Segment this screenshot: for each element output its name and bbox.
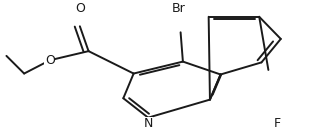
- Text: Br: Br: [172, 2, 185, 15]
- Text: F: F: [274, 117, 281, 130]
- Text: O: O: [75, 2, 85, 15]
- Text: O: O: [45, 54, 55, 67]
- Text: N: N: [143, 117, 153, 130]
